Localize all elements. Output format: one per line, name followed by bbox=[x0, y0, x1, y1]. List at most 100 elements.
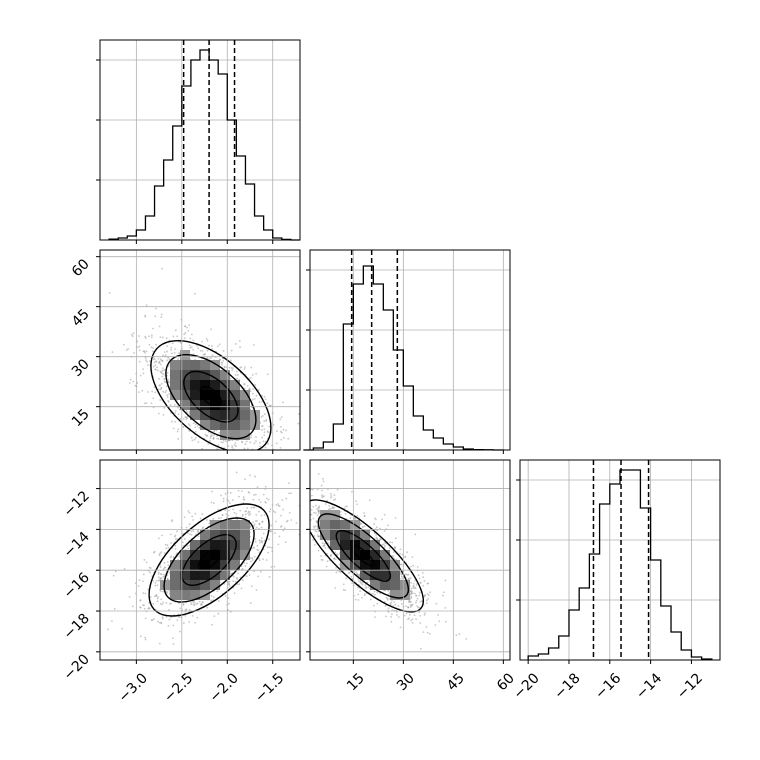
scatter-point bbox=[161, 359, 164, 362]
scatter-point bbox=[188, 324, 191, 326]
scatter-point bbox=[419, 600, 422, 603]
scatter-point bbox=[260, 526, 263, 529]
scatter-point bbox=[416, 605, 419, 607]
scatter-point bbox=[174, 420, 177, 423]
scatter-point bbox=[259, 441, 261, 444]
density-cell bbox=[220, 540, 230, 550]
scatter-point bbox=[426, 631, 429, 634]
scatter-point bbox=[279, 496, 281, 498]
scatter-point bbox=[227, 514, 230, 517]
scatter-point bbox=[160, 573, 163, 576]
scatter-point bbox=[419, 614, 422, 617]
scatter-point bbox=[170, 542, 173, 544]
axes-frame bbox=[99, 39, 301, 241]
density-cell bbox=[210, 410, 220, 420]
scatter-point bbox=[154, 581, 157, 584]
scatter-point bbox=[220, 516, 223, 519]
scatter-point bbox=[267, 498, 270, 501]
scatter-point bbox=[251, 559, 254, 561]
scatter-point bbox=[208, 344, 210, 347]
scatter-point bbox=[189, 533, 191, 536]
scatter-point bbox=[264, 446, 267, 449]
scatter-point bbox=[187, 547, 190, 550]
density-cell bbox=[210, 540, 220, 550]
scatter-point bbox=[157, 388, 160, 391]
scatter-point bbox=[455, 634, 458, 637]
scatter-point bbox=[321, 496, 323, 498]
scatter-point bbox=[194, 621, 197, 624]
density-cell bbox=[370, 560, 380, 570]
scatter-point bbox=[144, 335, 147, 338]
scatter-point bbox=[274, 532, 276, 535]
axes-frame bbox=[519, 459, 721, 661]
scatter-point bbox=[166, 394, 169, 397]
scatter-point bbox=[173, 351, 176, 354]
scatter-point bbox=[224, 492, 227, 495]
x-tick-label: 15 bbox=[344, 670, 368, 694]
scatter-point bbox=[188, 609, 191, 611]
scatter-point bbox=[229, 502, 231, 505]
scatter-point bbox=[367, 585, 370, 588]
scatter-point bbox=[383, 530, 386, 532]
scatter-point bbox=[274, 511, 277, 514]
scatter-point bbox=[188, 424, 191, 427]
scatter-point bbox=[414, 592, 416, 595]
scatter-point bbox=[417, 574, 420, 577]
scatter-point bbox=[163, 351, 166, 354]
scatter-point bbox=[288, 511, 291, 514]
density-cell bbox=[220, 570, 230, 580]
scatter-point bbox=[265, 501, 267, 504]
scatter-point bbox=[405, 612, 408, 615]
scatter-point bbox=[268, 576, 271, 578]
scatter-point bbox=[263, 428, 266, 431]
density-cell bbox=[220, 390, 230, 400]
scatter-point bbox=[405, 573, 407, 576]
scatter-point bbox=[192, 339, 195, 342]
scatter-point bbox=[224, 594, 227, 597]
scatter-point bbox=[322, 480, 325, 483]
scatter-point bbox=[282, 436, 285, 439]
scatter-point bbox=[162, 601, 165, 604]
density-cell bbox=[180, 590, 190, 600]
scatter-point bbox=[389, 603, 392, 606]
scatter-point bbox=[129, 378, 132, 381]
scatter-point bbox=[111, 351, 114, 353]
scatter-point bbox=[410, 619, 413, 622]
scatter-point bbox=[279, 447, 282, 449]
scatter-point bbox=[311, 488, 314, 491]
scatter-point bbox=[205, 338, 208, 340]
scatter-point bbox=[407, 618, 409, 621]
scatter-point bbox=[114, 570, 117, 573]
density-cell bbox=[230, 430, 240, 440]
scatter-point bbox=[108, 292, 111, 294]
x-tick-label: −16 bbox=[592, 670, 624, 702]
density-cell bbox=[190, 370, 200, 380]
scatter-point bbox=[178, 630, 181, 633]
scatter-point bbox=[191, 614, 194, 617]
scatter-point bbox=[442, 594, 445, 597]
scatter-point bbox=[406, 551, 408, 554]
scatter-point bbox=[172, 637, 174, 640]
scatter-point bbox=[161, 372, 163, 375]
scatter-point bbox=[334, 551, 337, 554]
scatter-point bbox=[278, 535, 281, 538]
density-cell bbox=[320, 530, 330, 540]
scatter-point bbox=[157, 579, 160, 582]
density-cell bbox=[200, 540, 210, 550]
scatter-point bbox=[178, 352, 180, 355]
scatter-point bbox=[149, 571, 151, 574]
scatter-point bbox=[211, 623, 213, 626]
scatter-point bbox=[174, 538, 177, 541]
scatter-point bbox=[376, 529, 379, 532]
scatter-point bbox=[155, 307, 157, 310]
scatter-point bbox=[166, 371, 169, 374]
scatter-point bbox=[251, 374, 254, 376]
scatter-point bbox=[227, 509, 230, 512]
scatter-point bbox=[291, 515, 293, 517]
scatter-point bbox=[379, 538, 382, 541]
scatter-point bbox=[363, 525, 366, 528]
scatter-point bbox=[373, 532, 376, 535]
density-cell bbox=[240, 540, 250, 550]
density-cell bbox=[240, 400, 250, 410]
scatter-point bbox=[197, 441, 200, 444]
